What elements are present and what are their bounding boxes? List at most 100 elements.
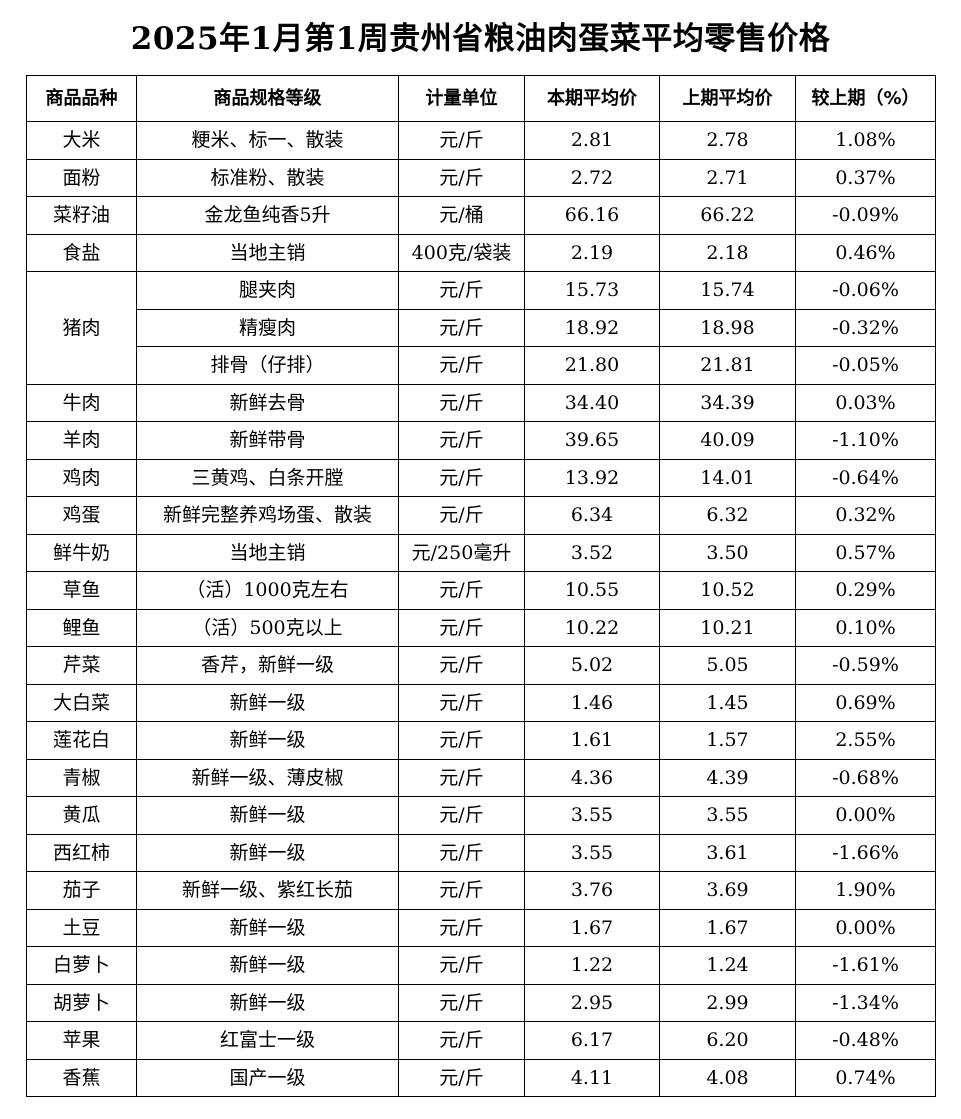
cell-current-price: 4.11: [524, 1058, 660, 1097]
cell-change: -1.61%: [795, 946, 936, 985]
cell-change: 0.32%: [795, 496, 936, 535]
table-row: 胡萝卜 新鲜一级 元/斤 2.95 2.99 -1.34%: [26, 983, 936, 1022]
header-spec: 商品规格等级: [136, 75, 399, 122]
header-variety: 商品品种: [26, 75, 137, 122]
cell-spec: 红富士一级: [136, 1021, 399, 1060]
cell-variety: 鸡肉: [26, 458, 137, 497]
cell-spec: 新鲜一级: [136, 833, 399, 872]
cell-change: -0.05%: [795, 346, 936, 385]
cell-unit: 元/斤: [398, 721, 525, 760]
header-change: 较上期（%）: [795, 75, 936, 122]
cell-current-price: 1.22: [524, 946, 660, 985]
cell-current-price: 3.52: [524, 533, 660, 572]
cell-spec: 三黄鸡、白条开膛: [136, 458, 399, 497]
cell-change: 0.10%: [795, 608, 936, 647]
cell-current-price: 3.76: [524, 871, 660, 910]
cell-unit: 元/斤: [398, 796, 525, 835]
cell-variety: 鲜牛奶: [26, 533, 137, 572]
table-row: 精瘦肉 元/斤 18.92 18.98 -0.32%: [27, 308, 936, 347]
cell-variety: 西红柿: [26, 833, 137, 872]
cell-unit: 元/斤: [398, 833, 525, 872]
cell-current-price: 4.36: [524, 758, 660, 797]
cell-current-price: 1.61: [524, 721, 660, 760]
cell-variety: 莲花白: [26, 721, 137, 760]
cell-current-price: 2.81: [524, 121, 660, 160]
cell-previous-price: 6.20: [659, 1021, 796, 1060]
table-row: 猪肉 腿夹肉 元/斤 15.73 15.74 -0.06%: [26, 271, 936, 385]
header-current-price: 本期平均价: [524, 75, 660, 122]
cell-spec: 当地主销: [136, 233, 399, 272]
cell-current-price: 34.40: [524, 383, 660, 422]
cell-unit: 元/斤: [398, 946, 525, 985]
cell-previous-price: 1.45: [659, 683, 796, 722]
table-row: 芹菜 香芹，新鲜一级 元/斤 5.02 5.05 -0.59%: [26, 646, 936, 685]
cell-variety: 面粉: [26, 158, 137, 197]
cell-spec: 香芹，新鲜一级: [136, 646, 399, 685]
cell-unit: 元/斤: [398, 683, 525, 722]
cell-previous-price: 3.55: [659, 796, 796, 835]
cell-change: -1.66%: [795, 833, 936, 872]
header-previous-price: 上期平均价: [659, 75, 796, 122]
cell-unit: 元/斤: [398, 158, 525, 197]
cell-spec: 新鲜一级: [136, 721, 399, 760]
cell-previous-price: 2.78: [659, 121, 796, 160]
cell-variety: 牛肉: [26, 383, 137, 422]
cell-variety: 胡萝卜: [26, 983, 137, 1022]
cell-change: -0.06%: [795, 271, 936, 310]
cell-previous-price: 3.61: [659, 833, 796, 872]
cell-spec: （活）500克以上: [136, 608, 399, 647]
cell-spec: （活）1000克左右: [136, 571, 399, 610]
table-row: 香蕉 国产一级 元/斤 4.11 4.08 0.74%: [26, 1058, 936, 1097]
cell-spec: 新鲜完整养鸡场蛋、散装: [136, 496, 399, 535]
cell-current-price: 2.95: [524, 983, 660, 1022]
cell-spec: 粳米、标一、散装: [136, 121, 399, 160]
table-row: 西红柿 新鲜一级 元/斤 3.55 3.61 -1.66%: [26, 833, 936, 872]
cell-change: -0.32%: [795, 308, 936, 347]
table-row: 白萝卜 新鲜一级 元/斤 1.22 1.24 -1.61%: [26, 946, 936, 985]
cell-variety: 草鱼: [26, 571, 137, 610]
cell-previous-price: 1.67: [659, 908, 796, 947]
cell-spec: 新鲜去骨: [136, 383, 399, 422]
cell-variety: 芹菜: [26, 646, 137, 685]
cell-current-price: 39.65: [524, 421, 660, 460]
header-unit: 计量单位: [398, 75, 525, 122]
cell-change: -0.68%: [795, 758, 936, 797]
cell-previous-price: 14.01: [659, 458, 796, 497]
cell-previous-price: 10.52: [659, 571, 796, 610]
cell-variety: 鲤鱼: [26, 608, 137, 647]
cell-spec: 新鲜一级: [136, 946, 399, 985]
cell-current-price: 3.55: [524, 796, 660, 835]
cell-variety: 香蕉: [26, 1058, 137, 1097]
cell-previous-price: 40.09: [659, 421, 796, 460]
cell-variety: 黄瓜: [26, 796, 137, 835]
cell-unit: 元/斤: [398, 271, 525, 310]
cell-unit: 元/斤: [398, 383, 525, 422]
table-row: 面粉 标准粉、散装 元/斤 2.72 2.71 0.37%: [26, 158, 936, 197]
cell-spec: 新鲜一级: [136, 983, 399, 1022]
cell-change: 0.69%: [795, 683, 936, 722]
cell-unit: 400克/袋装: [398, 233, 525, 272]
table-row: 苹果 红富士一级 元/斤 6.17 6.20 -0.48%: [26, 1021, 936, 1060]
cell-current-price: 2.72: [524, 158, 660, 197]
cell-change: 2.55%: [795, 721, 936, 760]
cell-variety: 青椒: [26, 758, 137, 797]
cell-current-price: 13.92: [524, 458, 660, 497]
cell-change: 0.03%: [795, 383, 936, 422]
cell-unit: 元/斤: [398, 758, 525, 797]
cell-current-price: 2.19: [524, 233, 660, 272]
cell-change: 0.29%: [795, 571, 936, 610]
cell-change: 0.74%: [795, 1058, 936, 1097]
cell-change: -0.48%: [795, 1021, 936, 1060]
cell-current-price: 3.55: [524, 833, 660, 872]
cell-current-price: 15.73: [524, 271, 660, 310]
cell-previous-price: 2.71: [659, 158, 796, 197]
cell-variety: 食盐: [26, 233, 137, 272]
cell-unit: 元/桶: [398, 196, 525, 235]
table-row: 食盐 当地主销 400克/袋装 2.19 2.18 0.46%: [26, 233, 936, 272]
table-row: 大米 粳米、标一、散装 元/斤 2.81 2.78 1.08%: [26, 121, 936, 160]
cell-change: 0.57%: [795, 533, 936, 572]
cell-current-price: 1.67: [524, 908, 660, 947]
cell-change: -0.64%: [795, 458, 936, 497]
cell-spec: 新鲜一级: [136, 796, 399, 835]
cell-spec: 金龙鱼纯香5升: [136, 196, 399, 235]
